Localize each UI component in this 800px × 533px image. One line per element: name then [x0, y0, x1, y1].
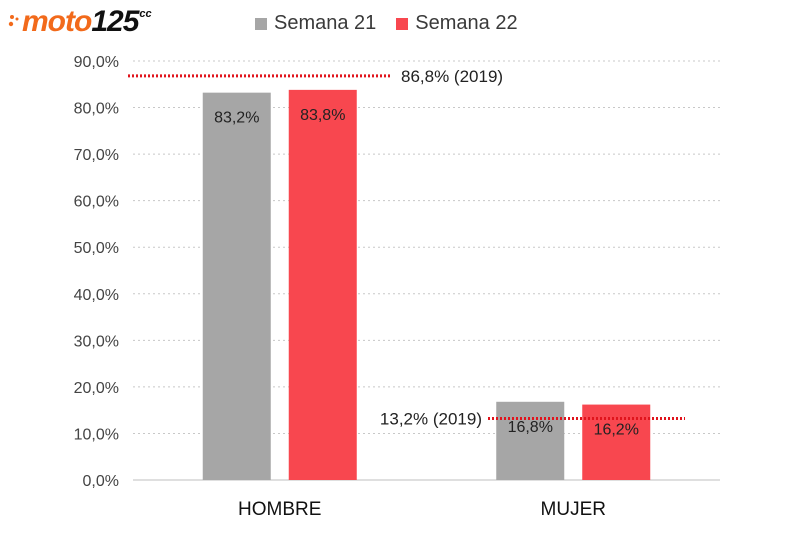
y-tick-label: 10,0% — [74, 426, 119, 443]
y-tick-label: 70,0% — [74, 147, 119, 164]
x-tick-label-hombre: HOMBRE — [238, 499, 321, 520]
y-tick-label: 20,0% — [74, 380, 119, 397]
data-label: 16,8% — [508, 419, 553, 436]
bar-mujer-semana-21 — [496, 401, 565, 480]
logo: moto 125 cc — [8, 6, 152, 38]
reference-label-mujer: 13,2% (2019) — [380, 410, 482, 429]
y-tick-label: 50,0% — [74, 240, 119, 257]
logo-number: 125 — [91, 5, 139, 38]
y-tick-label: 90,0% — [74, 54, 119, 71]
bar-hombre-semana-22 — [288, 89, 357, 480]
y-tick-label: 30,0% — [74, 333, 119, 350]
legend-swatch-semana-22 — [396, 17, 409, 30]
y-tick-label: 40,0% — [74, 287, 119, 304]
logo-brand: moto — [22, 5, 92, 38]
legend-label-semana-21: Semana 21 — [274, 12, 377, 34]
chart-legend: Semana 21 Semana 22 — [255, 12, 538, 35]
data-label: 83,2% — [214, 110, 259, 127]
legend-item-semana-21: Semana 21 — [255, 12, 376, 35]
legend-item-semana-22: Semana 22 — [396, 12, 518, 35]
y-tick-label: 80,0% — [74, 101, 119, 118]
bar-hombre-semana-21 — [202, 92, 271, 480]
data-label: 83,8% — [300, 107, 345, 124]
y-tick-label: 60,0% — [74, 194, 119, 211]
bar-mujer-semana-22 — [582, 404, 651, 480]
y-tick-label: 0,0% — [83, 473, 119, 490]
legend-swatch-semana-21 — [255, 17, 267, 30]
data-label: 16,2% — [594, 422, 639, 439]
x-tick-label-mujer: MUJER — [541, 499, 606, 520]
reference-label-hombre: 86,8% (2019) — [401, 67, 503, 86]
legend-label-semana-22: Semana 22 — [415, 12, 518, 34]
logo-suffix: cc — [139, 8, 152, 20]
logo-dots-icon — [8, 14, 20, 28]
